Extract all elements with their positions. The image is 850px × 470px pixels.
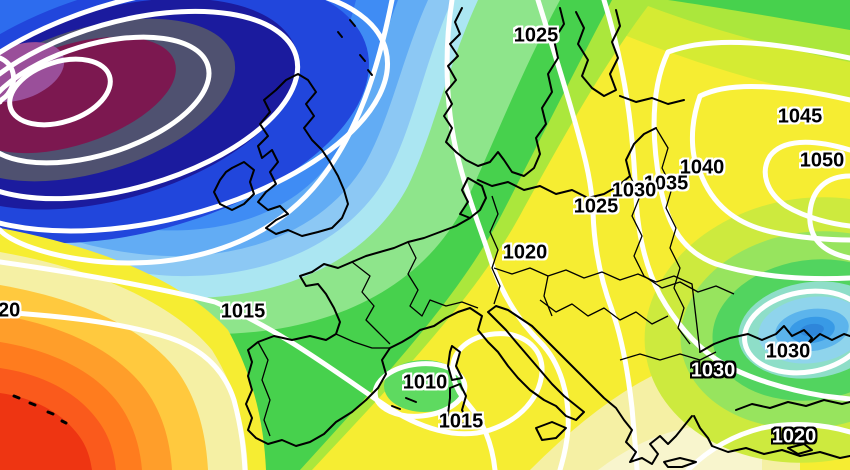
isobar-nw-ring-2 xyxy=(0,34,212,166)
pressure-label: 1045 xyxy=(777,105,823,128)
pressure-label: 1030 xyxy=(611,179,657,202)
border-france-east xyxy=(351,261,391,345)
pressure-label: 1030 xyxy=(690,359,736,382)
coast-italy xyxy=(469,305,585,421)
isobar-nw-outer xyxy=(0,0,395,266)
coast-continent-west xyxy=(245,217,471,447)
pressure-label: 1025 xyxy=(513,24,559,47)
islands-azores xyxy=(12,394,68,425)
border-greece-north xyxy=(619,351,717,361)
isobar-1045 xyxy=(762,139,850,229)
pressure-label: 1010 xyxy=(402,371,448,394)
island-corsica xyxy=(447,345,463,381)
coast-ireland xyxy=(213,161,255,211)
coast-adriatic-balkans xyxy=(519,317,693,465)
isobar-nw-ring-1 xyxy=(7,56,113,128)
pressure-label: 1030 xyxy=(765,340,811,363)
border-layer xyxy=(257,127,735,437)
pressure-label: 1025 xyxy=(573,195,619,218)
border-hungary xyxy=(543,275,553,317)
isobar-1020-west xyxy=(0,309,248,470)
islands-balearic xyxy=(391,397,417,410)
isobar-1025 xyxy=(535,0,640,470)
border-poland-east xyxy=(629,175,645,277)
isobar-1030-south xyxy=(601,0,850,402)
pressure-label: 1020 xyxy=(771,425,817,448)
isobar-1050 xyxy=(807,173,850,261)
isobar-nw-ring-3 xyxy=(0,8,301,202)
coast-black-sea-north xyxy=(699,325,850,353)
coast-britain xyxy=(257,73,349,237)
pressure-label: 1020 xyxy=(0,299,21,322)
border-romania-bulgaria xyxy=(643,275,735,295)
island-crete xyxy=(663,457,697,468)
coast-norway-sweden xyxy=(443,7,565,177)
border-pyrenees xyxy=(335,333,390,349)
coast-gulf-of-finland xyxy=(619,95,685,105)
pressure-label: 1035 xyxy=(643,172,689,195)
island-cyprus xyxy=(787,443,813,455)
coastline-layer xyxy=(12,7,850,468)
isobar-nw-ring-4 xyxy=(0,0,391,234)
coast-black-sea-south xyxy=(735,399,850,411)
coast-bothnia-finland xyxy=(575,9,621,97)
border-ukraine xyxy=(655,127,691,345)
isobar-1030-blacksea-loop xyxy=(742,288,850,376)
pressure-label: 1015 xyxy=(438,410,484,433)
isobar-1010-loop xyxy=(372,361,468,419)
pressure-label: 1015 xyxy=(220,300,266,323)
border-germany-poland xyxy=(489,195,501,305)
coast-baltic-south xyxy=(477,127,657,199)
island-sicily xyxy=(535,421,567,441)
island-sardinia xyxy=(447,383,469,427)
isobar-1035 xyxy=(651,39,850,282)
coast-turkey-west xyxy=(693,415,850,459)
border-spain-portugal xyxy=(257,341,271,437)
border-rhine xyxy=(407,241,479,317)
pressure-label: 1020 xyxy=(502,241,548,264)
border-danube-chain xyxy=(493,267,701,353)
isobar-1020-southeast xyxy=(685,422,850,470)
pressure-label: 1050 xyxy=(799,149,845,172)
pressure-label: 1040 xyxy=(679,156,725,179)
isobar-1020-center xyxy=(444,0,571,470)
border-balkans xyxy=(539,299,669,325)
islands-shetland-faroe xyxy=(337,19,373,76)
isobar-1040 xyxy=(689,84,850,243)
